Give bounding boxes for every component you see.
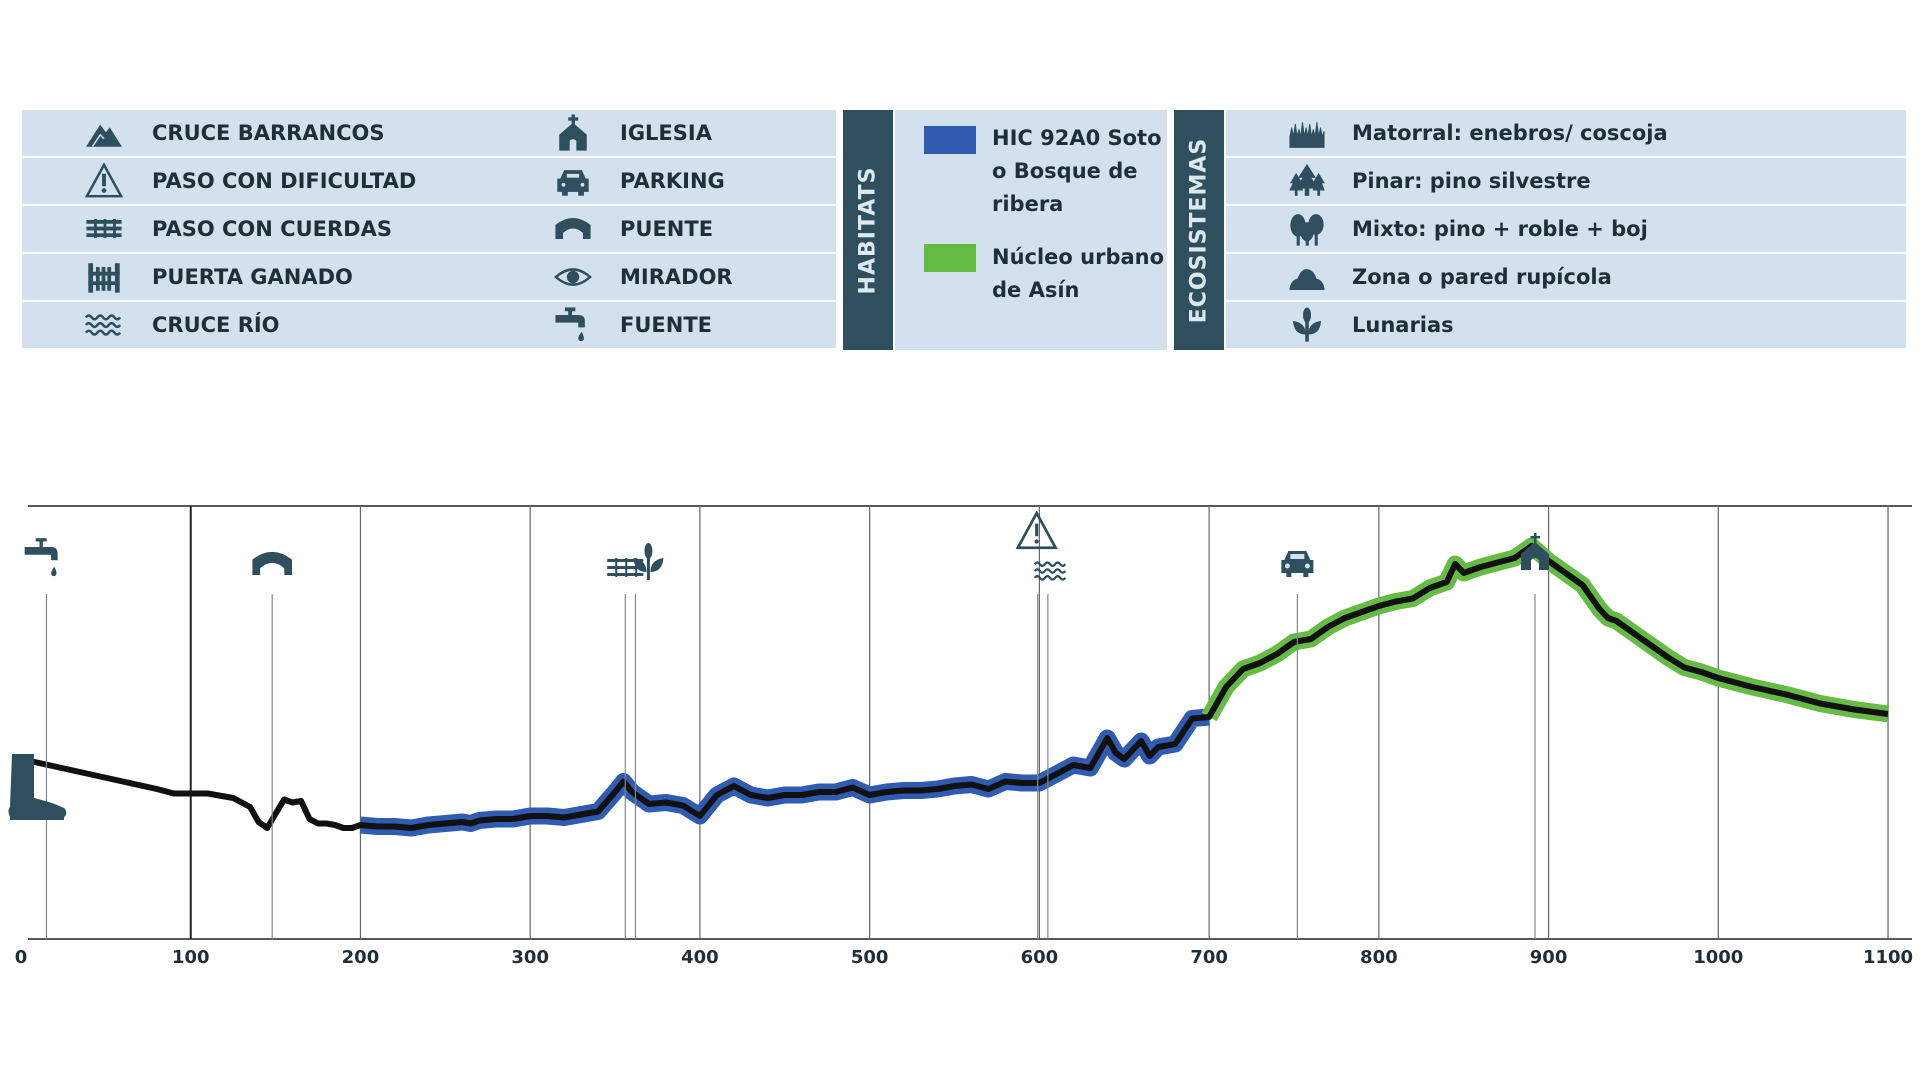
habitat-band <box>359 708 1210 837</box>
faucet-icon <box>24 538 58 577</box>
profile-line-group <box>20 543 1889 831</box>
ecosistemas-title-bar: ECOSISTEMAS <box>1174 110 1224 350</box>
x-tick-label: 500 <box>851 947 889 968</box>
rope-bridge-icon <box>607 558 644 577</box>
legend-row <box>22 158 836 204</box>
x-tick-label: 600 <box>1021 947 1059 968</box>
warning-icon <box>76 162 132 200</box>
legend-label: CRUCE RÍO <box>152 313 280 337</box>
legend-label: Lunarias <box>1352 313 1454 337</box>
habitat-bands <box>359 537 1890 837</box>
ecosistemas-row <box>1226 158 1906 204</box>
habitat-line: HIC 92A0 Soto <box>992 126 1162 150</box>
faucet-icon <box>552 306 594 344</box>
marker-icons <box>24 510 1549 581</box>
legend-label: IGLESIA <box>620 121 712 145</box>
legend-label: PUERTA GANADO <box>152 265 353 289</box>
legend-label: Matorral: enebros/ coscoja <box>1352 121 1668 145</box>
legend-label: Zona o pared rupícola <box>1352 265 1612 289</box>
x-axis-ticks: 0 100 200 300 400 500 600 700 800 900 1000 1100 <box>15 947 1913 968</box>
habitat-label-urbano: Núcleo urbano de Asín <box>992 241 1164 307</box>
legend-label: PASO CON CUERDAS <box>152 217 392 241</box>
mountain-icon <box>76 114 132 152</box>
elevation-profile-chart: 0 100 200 300 400 500 600 700 800 900 1000 1100 <box>8 505 1913 968</box>
ecosistemas-row <box>1226 254 1906 300</box>
fence-gate-icon <box>76 258 132 296</box>
habitat-label-ribera: HIC 92A0 Soto o Bosque de ribera <box>992 122 1162 221</box>
boot-icon <box>8 754 67 820</box>
lunaria-plant-icon <box>633 543 664 580</box>
x-tick-label: 700 <box>1190 947 1228 968</box>
bridge-icon <box>552 210 594 248</box>
legend-row <box>22 110 836 156</box>
x-tick-label: 300 <box>511 947 549 968</box>
ecosistemas-row <box>1226 110 1906 156</box>
waves-icon <box>1033 561 1067 581</box>
waves-icon <box>76 306 132 344</box>
lunaria-plant-icon <box>1272 307 1342 343</box>
habitat-line: de Asín <box>992 278 1080 302</box>
habitats-title-bar: HABITATS <box>843 110 893 350</box>
bridge-icon <box>252 551 292 575</box>
x-tick-label: 800 <box>1360 947 1398 968</box>
church-icon <box>552 114 594 152</box>
legend-row <box>22 206 836 252</box>
pine-trees-icon <box>1272 163 1342 199</box>
legend-row <box>22 302 836 348</box>
church-icon <box>1520 533 1549 570</box>
legend-label: FUENTE <box>620 313 712 337</box>
warning-icon <box>1015 510 1058 550</box>
car-icon <box>1281 551 1314 577</box>
habitat-line: Núcleo urbano <box>992 245 1165 269</box>
ecosistemas-row <box>1226 206 1906 252</box>
x-tick-label: 100 <box>172 947 210 968</box>
x-tick-label: 1100 <box>1863 947 1913 968</box>
elevation-profile-line <box>20 543 1889 831</box>
habitat-swatch-urbano <box>924 244 976 272</box>
legend-label: CRUCE BARRANCOS <box>152 121 385 145</box>
x-tick-label: 1000 <box>1693 947 1743 968</box>
habitats-title: HABITATS <box>855 166 881 294</box>
x-tick-label: 400 <box>681 947 719 968</box>
eye-icon <box>552 258 594 296</box>
habitat-swatch-ribera <box>924 126 976 154</box>
legend-row <box>22 254 836 300</box>
x-tick-label: 200 <box>342 947 380 968</box>
grass-icon <box>1272 115 1342 151</box>
legend-label: MIRADOR <box>620 265 733 289</box>
car-icon <box>552 162 594 200</box>
legend-label: PASO CON DIFICULTAD <box>152 169 417 193</box>
legend-label: Mixto: pino + roble + boj <box>1352 217 1648 241</box>
legend-label: Pinar: pino silvestre <box>1352 169 1591 193</box>
x-tick-label: 0 <box>15 947 28 968</box>
rock-wall-icon <box>1272 259 1342 295</box>
marker-lines <box>45 594 1536 939</box>
ecosistemas-row <box>1226 302 1906 348</box>
rope-bridge-icon <box>76 210 132 248</box>
legend-label: PUENTE <box>620 217 714 241</box>
habitat-line: o Bosque de <box>992 159 1138 183</box>
x-tick-label: 900 <box>1530 947 1568 968</box>
ecosistemas-title: ECOSISTEMAS <box>1186 137 1212 323</box>
habitat-line: ribera <box>992 192 1064 216</box>
legend-label: PARKING <box>620 169 725 193</box>
chart-grid <box>28 505 1912 940</box>
mixed-trees-icon <box>1272 211 1342 247</box>
